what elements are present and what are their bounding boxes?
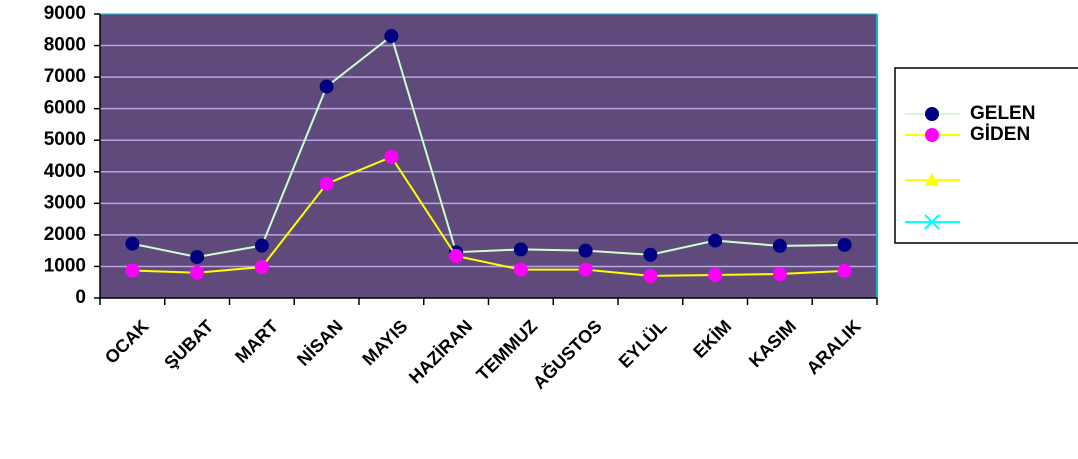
data-point (643, 268, 658, 283)
data-point (125, 236, 140, 251)
series-line (132, 34, 845, 258)
data-point (925, 107, 939, 121)
data-point (319, 176, 334, 191)
x-tick-label: ŞUBAT (160, 316, 217, 373)
data-point (190, 265, 205, 280)
data-point (254, 260, 269, 275)
data-point (384, 149, 399, 164)
data-point (578, 262, 593, 277)
x-tick-label: AĞUSTOS (528, 315, 606, 393)
y-tick-label: 6000 (44, 98, 86, 119)
y-tick-label: 7000 (44, 66, 86, 87)
x-tick-label: KASIM (745, 316, 800, 371)
x-tick-label: MART (231, 316, 282, 367)
series-line (132, 155, 845, 277)
x-tick-label: EYLÜL (615, 316, 671, 372)
x-tick-label: OCAK (101, 316, 153, 368)
data-point (190, 249, 205, 264)
data-point (708, 233, 723, 248)
y-tick-label: 3000 (44, 192, 86, 213)
legend-label: GİDEN (970, 124, 1030, 145)
y-tick-label: 1000 (44, 255, 86, 276)
legend-label: GELEN (970, 103, 1035, 124)
y-tick-label: 8000 (44, 35, 86, 56)
data-point (772, 267, 787, 282)
data-point (708, 267, 723, 282)
y-tick-label: 4000 (44, 161, 86, 182)
data-point (125, 263, 140, 278)
data-point (837, 263, 852, 278)
y-tick-label: 2000 (44, 224, 86, 245)
legend-box (894, 67, 1078, 244)
data-point (772, 238, 787, 253)
data-point (513, 242, 528, 257)
x-tick-label: ARALIK (803, 316, 865, 378)
y-tick-label: 9000 (44, 3, 86, 24)
data-point (837, 237, 852, 252)
x-tick-label: TEMMUZ (472, 316, 541, 385)
x-tick-label: HAZİRAN (405, 316, 476, 387)
data-point (319, 79, 334, 94)
data-point (384, 29, 399, 44)
y-tick-label: 5000 (44, 129, 86, 150)
data-point (513, 262, 528, 277)
data-point (254, 238, 269, 253)
data-point (578, 243, 593, 258)
data-point (643, 247, 658, 262)
x-tick-label: MAYIS (358, 316, 411, 369)
y-tick-label: 0 (75, 287, 86, 308)
data-point (925, 173, 939, 186)
x-tick-label: EKİM (689, 316, 735, 362)
x-tick-label: NİSAN (293, 316, 347, 370)
plot-area (100, 14, 877, 298)
data-point (925, 128, 939, 142)
data-point (449, 249, 464, 264)
data-point (924, 214, 940, 230)
